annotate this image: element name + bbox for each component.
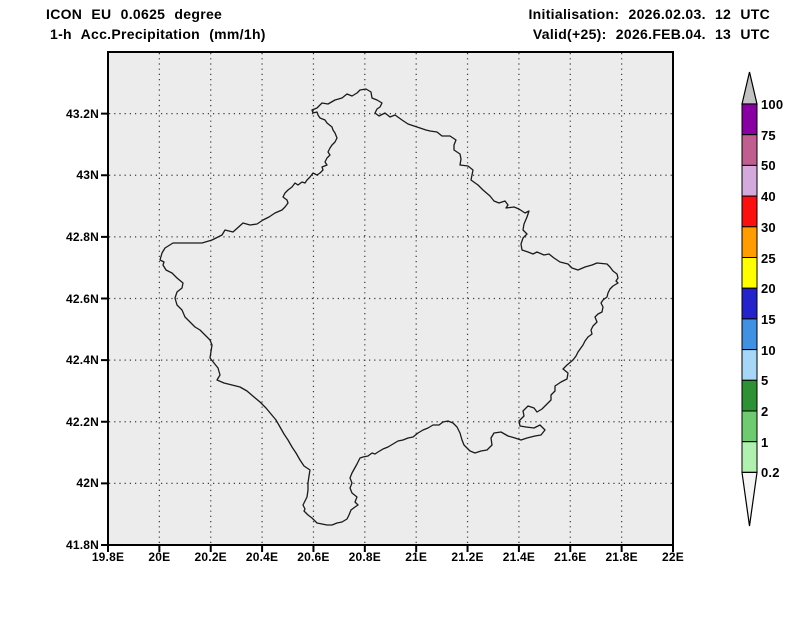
colorbar-segment (741, 379, 758, 412)
x-axis-label: 20.6E (297, 550, 330, 564)
colorbar-label: 1 (761, 434, 769, 450)
colorbar-label: 15 (761, 311, 776, 327)
colorbar-segment (741, 226, 758, 259)
x-axis-label: 21E (405, 550, 428, 564)
colorbar-label: 100 (761, 97, 784, 112)
title-model-line: ICON EU 0.0625 degree (46, 6, 223, 22)
x-axis-label: 20.4E (245, 550, 279, 564)
colorbar-label: 10 (761, 342, 776, 358)
colorbar-segment (741, 103, 758, 136)
colorbar-label: 2 (761, 404, 769, 419)
title-param-line: 1-h Acc.Precipitation (mm/1h) (50, 26, 266, 42)
x-axis-label: 21.6E (554, 550, 587, 564)
x-axis-label: 20E (148, 550, 171, 564)
colorbar-segment (741, 287, 758, 320)
colorbar-segment (741, 349, 758, 381)
y-axis-label: 42.4N (65, 353, 99, 368)
x-axis-label: 22E (662, 550, 684, 564)
colorbar-label: 25 (761, 250, 776, 266)
kosovo-border (159, 88, 619, 526)
x-axis-label: 20.2E (194, 550, 227, 564)
colorbar (741, 71, 758, 527)
colorbar-segment (741, 441, 758, 473)
colorbar-over-arrow (741, 71, 758, 105)
title-init-line: Initialisation: 2026.02.03. 12 UTC (528, 6, 770, 22)
y-axis-label: 43N (76, 168, 99, 183)
colorbar-label: 30 (761, 219, 776, 235)
colorbar-segment (741, 195, 758, 228)
colorbar-label: 20 (761, 281, 776, 297)
colorbar-segment (741, 318, 758, 351)
map-plot (101, 51, 674, 552)
colorbar-segment (741, 410, 758, 443)
x-axis-label: 19.8E (91, 550, 125, 564)
y-axis-label: 42N (76, 476, 99, 491)
colorbar-label: 0.2 (761, 465, 780, 481)
x-axis-label: 21.8E (605, 550, 638, 564)
colorbar-label: 75 (761, 127, 776, 143)
colorbar-under-arrow (741, 471, 758, 527)
y-axis-label: 42.8N (65, 229, 99, 244)
colorbar-segment (741, 257, 758, 289)
colorbar-segment (741, 164, 758, 197)
colorbar-label: 5 (761, 373, 769, 389)
colorbar-segment (741, 134, 758, 166)
y-axis-label: 41.8N (65, 538, 99, 552)
x-axis-label: 20.8E (348, 550, 381, 564)
title-valid-line: Valid(+25): 2026.FEB.04. 13 UTC (532, 26, 770, 42)
x-axis-label: 21.4E (502, 550, 536, 564)
x-axis-label: 21.2E (451, 550, 484, 564)
y-axis-label: 42.2N (65, 414, 99, 429)
y-axis-label: 42.6N (65, 291, 99, 306)
colorbar-label: 50 (761, 158, 776, 174)
colorbar-label: 40 (761, 189, 776, 205)
y-axis-label: 43.2N (65, 106, 99, 121)
